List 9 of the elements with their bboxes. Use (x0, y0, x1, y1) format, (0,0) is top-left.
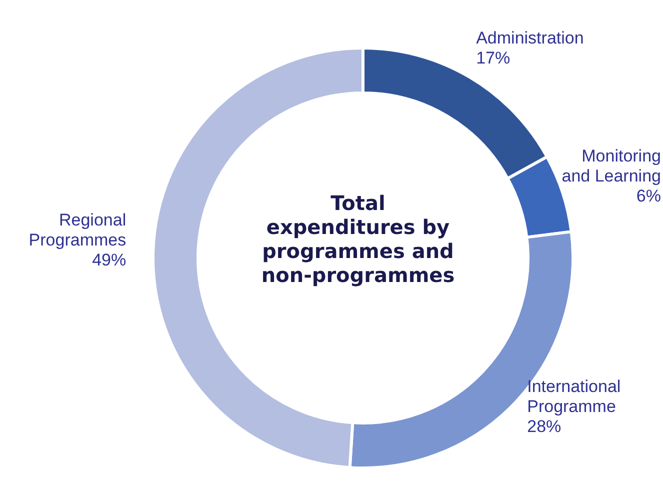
data-label: 28% (527, 416, 562, 436)
data-label: 49% (92, 250, 126, 270)
data-label: 6% (636, 186, 661, 206)
slice-label: International Programme (527, 376, 621, 416)
slice-label: Monitoring and Learning (562, 146, 661, 186)
data-label: 17% (476, 48, 510, 68)
slice-label: Regional Programmes (28, 210, 126, 250)
slice-label: Administration (476, 28, 584, 48)
text: Total expenditures by programmes and non-programmes (260, 191, 456, 287)
